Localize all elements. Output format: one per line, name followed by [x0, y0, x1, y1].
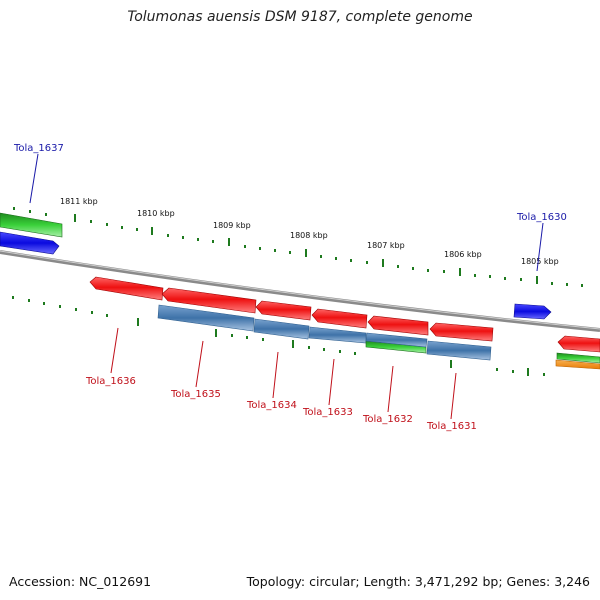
gene-label-tola-1632[interactable]: Tola_1632	[362, 414, 413, 425]
gene-arrow-tola-1631[interactable]	[429, 322, 494, 342]
label-leaders-red	[110, 327, 457, 420]
scale-label-1806: 1806 kbp	[444, 250, 482, 259]
gene-arrow-tola-1636[interactable]	[89, 276, 164, 301]
scale-label-1807: 1807 kbp	[367, 241, 405, 250]
gene-arrow-tola-1630[interactable]	[513, 303, 552, 320]
genome-backbone	[0, 250, 600, 332]
gene-arrow-tola-1633[interactable]	[311, 308, 368, 329]
gene-arrow-tola-1632[interactable]	[367, 315, 429, 336]
gene-bar-right-edge-green[interactable]	[556, 352, 600, 364]
gene-bar-right-edge-orange[interactable]	[555, 359, 600, 370]
gene-label-tola-1637[interactable]: Tola_1637	[13, 143, 64, 154]
gene-arrow-right-edge-red[interactable]	[557, 335, 600, 353]
map-title: Tolumonas auensis DSM 9187, complete gen…	[127, 9, 473, 25]
gene-arrow-tola-1637-blue[interactable]	[0, 231, 60, 255]
gene-bar-tola-1633[interactable]	[308, 326, 367, 344]
gene-arrow-tola-1634[interactable]	[255, 300, 312, 321]
gene-label-tola-1635[interactable]: Tola_1635	[170, 389, 221, 400]
gene-bar-tola-1635[interactable]	[157, 304, 255, 332]
gene-bar-tola-1631[interactable]	[426, 340, 492, 361]
scale-label-1809: 1809 kbp	[213, 221, 251, 230]
scale-label-1810: 1810 kbp	[137, 209, 175, 218]
label-leaders-blue	[29, 153, 544, 272]
scale-label-1808: 1808 kbp	[290, 231, 328, 240]
gene-label-tola-1631[interactable]: Tola_1631	[426, 421, 477, 432]
gene-bar-tola-1632[interactable]	[365, 332, 428, 348]
scale-label-1805: 1805 kbp	[521, 257, 559, 266]
lower-scale-dots	[12, 296, 545, 376]
scale-label-1811: 1811 kbp	[60, 197, 98, 206]
gene-label-tola-1630[interactable]: Tola_1630	[516, 212, 567, 223]
gene-label-tola-1636[interactable]: Tola_1636	[85, 376, 136, 387]
gene-bar-tola-1634[interactable]	[253, 318, 310, 340]
upper-scale-dots	[13, 207, 583, 287]
gene-arrow-tola-1635[interactable]	[161, 287, 257, 314]
topology-text: Topology: circular; Length: 3,471,292 bp…	[246, 574, 590, 589]
gene-label-tola-1634[interactable]: Tola_1634	[246, 400, 297, 411]
gene-label-tola-1633[interactable]: Tola_1633	[302, 407, 353, 418]
accession-text: Accession: NC_012691	[9, 574, 152, 589]
gene-arrow-tola-1637-green[interactable]	[0, 212, 63, 238]
